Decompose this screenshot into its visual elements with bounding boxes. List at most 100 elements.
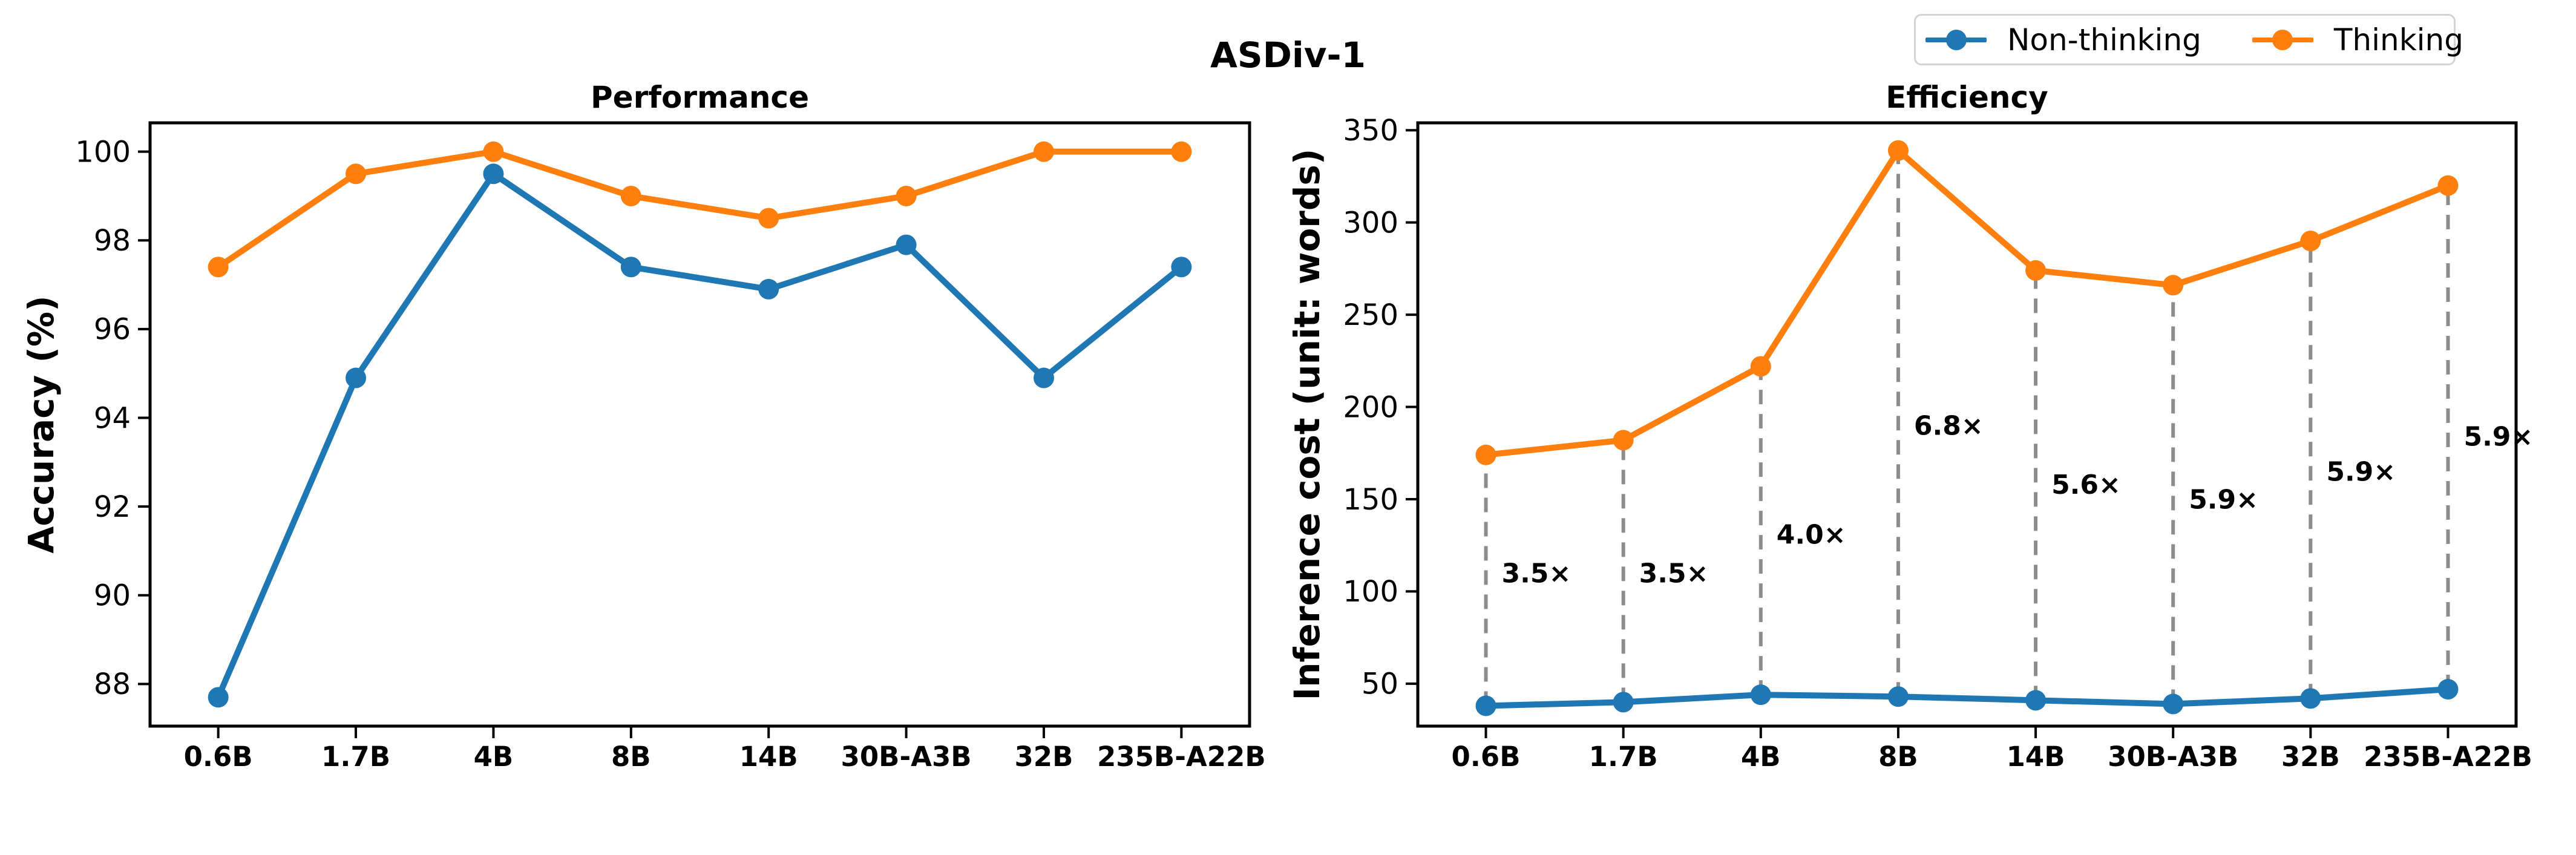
data-point: [2300, 688, 2321, 709]
efficiency-connectors: [1484, 150, 2450, 706]
y-tick-label: 98: [94, 224, 131, 258]
x-tick-label: 14B: [2007, 741, 2065, 773]
legend-label-non-thinking: Non-thinking: [2007, 22, 2201, 57]
performance-axes-frame: [148, 121, 1251, 728]
x-tick-label: 1.7B: [321, 741, 390, 773]
y-tick-label: 150: [1343, 483, 1398, 517]
data-point: [1887, 140, 1909, 161]
data-point: [2437, 175, 2459, 196]
ratio-annotation: 6.8×: [1914, 410, 1984, 441]
data-point: [483, 141, 504, 162]
series-line: [215, 171, 1185, 701]
performance-chart: 88 90 92 94 96 98 100 0.6B 1.7B 4B 8B 14B 30B-A3B 32B…: [21, 80, 1266, 773]
efficiency-series-non-thinking: [1475, 679, 2459, 716]
data-point: [1613, 692, 1634, 713]
series-line: [1483, 686, 2451, 709]
y-tick-label: 350: [1343, 114, 1398, 148]
x-tick-label: 1.7B: [1589, 741, 1658, 773]
data-point: [1613, 430, 1634, 451]
ratio-annotation: 5.9×: [2463, 422, 2533, 453]
y-tick-label: 96: [94, 313, 131, 347]
ratio-annotation: 5.9×: [2189, 484, 2258, 515]
y-tick-label: 90: [94, 579, 131, 613]
legend-item-non-thinking: Non-thinking: [1925, 22, 2201, 57]
ratio-annotation: 3.5×: [1639, 558, 1709, 589]
efficiency-annotations: 3.5× 3.5× 4.0× 6.8× 5.6× 5.9× 5.9× 5.9×: [1502, 410, 2534, 589]
performance-y-axis-label: Accuracy (%): [21, 295, 62, 553]
x-tick-label: 8B: [1878, 741, 1918, 773]
y-tick-label: 100: [1343, 575, 1398, 609]
x-tick-label: 14B: [739, 741, 798, 773]
data-point: [1171, 257, 1192, 278]
ratio-annotation: 3.5×: [1502, 558, 1571, 589]
x-tick-label: 32B: [2281, 741, 2340, 773]
performance-title: Performance: [591, 80, 809, 115]
data-point: [2025, 690, 2047, 711]
data-point: [896, 234, 917, 255]
efficiency-y-axis: 50 100 150 200 250 300 350: [1343, 114, 1418, 701]
data-point: [483, 163, 504, 185]
data-point: [2163, 275, 2184, 296]
data-point: [758, 278, 779, 300]
x-tick-label: 30B-A3B: [2108, 741, 2238, 773]
data-point: [208, 257, 229, 278]
y-tick-label: 94: [94, 401, 131, 435]
performance-series-thinking: [208, 141, 1192, 278]
data-point: [620, 257, 641, 278]
data-point: [1171, 141, 1192, 162]
data-point: [1475, 444, 1496, 465]
data-point: [1033, 367, 1054, 388]
legend: Non-thinking Thinking: [1914, 14, 2463, 65]
data-point: [1750, 356, 1771, 377]
data-point: [2437, 679, 2459, 700]
data-point: [2300, 231, 2321, 252]
data-point: [1887, 686, 1909, 707]
ratio-annotation: 5.6×: [2051, 470, 2121, 500]
legend-label-thinking: Thinking: [2333, 22, 2463, 57]
ratio-annotation: 4.0×: [1777, 519, 1846, 550]
efficiency-y-axis-label: Inference cost (unit: words): [1286, 149, 1328, 701]
x-tick-label: 30B-A3B: [841, 741, 972, 773]
data-point: [346, 163, 367, 185]
efficiency-series-thinking: [1475, 140, 2459, 465]
legend-dot: [1945, 29, 1967, 50]
y-tick-label: 50: [1362, 667, 1398, 701]
data-point: [2025, 260, 2047, 281]
data-point: [1750, 684, 1771, 706]
performance-y-axis: 88 90 92 94 96 98 100: [75, 135, 150, 701]
efficiency-x-axis: 0.6B 1.7B 4B 8B 14B 30B-A3B 32B 235B-A22B: [1452, 726, 2532, 773]
x-tick-label: 4B: [474, 741, 514, 773]
y-tick-label: 88: [94, 667, 131, 701]
efficiency-title: Efficiency: [1886, 80, 2048, 115]
legend-dot: [2272, 29, 2293, 50]
x-tick-label: 0.6B: [1452, 741, 1521, 773]
figure-title: ASDiv-1: [1210, 34, 1366, 76]
data-point: [2163, 693, 2184, 715]
data-point: [1475, 695, 1496, 716]
efficiency-chart: 50 100 150 200 250 300 350 0.6B 1.7B 4B 8B 14B 30B-A…: [1286, 80, 2533, 773]
legend-item-thinking: Thinking: [2252, 22, 2463, 57]
x-tick-label: 235B-A22B: [1097, 741, 1266, 773]
series-line: [1483, 147, 2451, 458]
x-tick-label: 235B-A22B: [2364, 741, 2532, 773]
performance-series-non-thinking: [208, 163, 1192, 708]
y-tick-label: 300: [1343, 206, 1398, 240]
ratio-annotation: 5.9×: [2326, 457, 2396, 488]
y-tick-label: 200: [1343, 390, 1398, 424]
data-point: [620, 185, 641, 206]
data-point: [346, 367, 367, 388]
y-tick-label: 250: [1343, 298, 1398, 332]
thinking-line-marker-icon: [2252, 28, 2313, 52]
data-point: [896, 185, 917, 206]
y-tick-label: 100: [75, 135, 131, 169]
x-tick-label: 32B: [1015, 741, 1073, 773]
data-point: [208, 687, 229, 708]
data-point: [758, 208, 779, 229]
performance-x-axis: 0.6B 1.7B 4B 8B 14B 30B-A3B 32B 235B-A22B: [184, 726, 1266, 773]
x-tick-label: 8B: [611, 741, 651, 773]
series-line: [215, 148, 1185, 270]
x-tick-label: 4B: [1741, 741, 1781, 773]
y-tick-label: 92: [94, 490, 131, 524]
